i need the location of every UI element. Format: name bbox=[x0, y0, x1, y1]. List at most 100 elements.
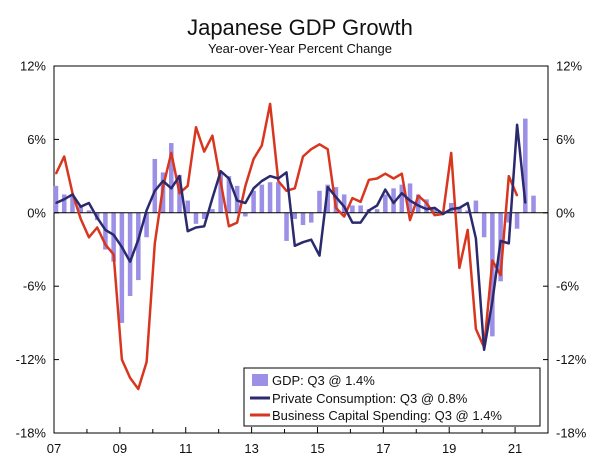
consumption-point bbox=[508, 242, 510, 245]
capex-point bbox=[178, 192, 181, 195]
x-tick-label: 15 bbox=[310, 441, 324, 456]
consumption-point bbox=[71, 193, 74, 196]
gdp-bar bbox=[399, 184, 405, 213]
legend: GDP: Q3 @ 1.4% Private Consumption: Q3 @… bbox=[243, 367, 541, 427]
consumption-point bbox=[376, 204, 378, 207]
consumption-point bbox=[154, 189, 156, 192]
capex-point bbox=[55, 172, 57, 175]
consumption-point bbox=[129, 260, 131, 263]
capex-point bbox=[261, 144, 263, 147]
consumption-point bbox=[88, 202, 90, 204]
gdp-bar bbox=[267, 182, 273, 213]
gdp-bar bbox=[374, 209, 380, 213]
gdp-bar bbox=[86, 210, 92, 213]
consumption-point bbox=[178, 175, 181, 177]
gdp-bar bbox=[185, 200, 190, 213]
gdp-bar bbox=[136, 212, 141, 281]
gdp-bar bbox=[119, 212, 125, 323]
gdp-bar bbox=[251, 190, 256, 213]
legend-box bbox=[243, 367, 541, 427]
gdp-bar bbox=[218, 173, 223, 213]
consumption-point bbox=[228, 177, 230, 180]
consumption-point bbox=[195, 226, 197, 229]
consumption-point bbox=[524, 202, 527, 204]
x-axis: 07 09 11 13 15 17 19 21 bbox=[47, 427, 522, 456]
capex-point bbox=[310, 148, 313, 150]
consumption-point bbox=[261, 180, 263, 182]
consumption-point bbox=[442, 213, 444, 215]
capex-point bbox=[318, 143, 321, 146]
gdp-bar bbox=[53, 185, 59, 213]
capex-point bbox=[466, 229, 469, 231]
consumption-point bbox=[326, 186, 329, 188]
gdp-bar bbox=[432, 207, 437, 213]
consumption-point bbox=[458, 207, 461, 209]
consumption-point bbox=[516, 123, 518, 126]
gdp-bar bbox=[465, 210, 470, 213]
gdp-bar bbox=[300, 212, 306, 226]
gdp-bar bbox=[391, 188, 396, 213]
consumption-line bbox=[55, 123, 527, 352]
gdp-bar bbox=[514, 212, 520, 229]
capex-point bbox=[392, 177, 395, 180]
consumption-point bbox=[104, 229, 107, 231]
capex-point bbox=[417, 194, 420, 197]
capex-point bbox=[88, 236, 90, 239]
consumption-point bbox=[211, 197, 214, 199]
gdp-bar bbox=[481, 212, 487, 238]
gdp-bar bbox=[407, 183, 413, 213]
gdp-bar bbox=[169, 143, 174, 213]
y-tick-label-left: -18% bbox=[16, 426, 47, 441]
capex-point bbox=[121, 358, 123, 361]
x-tick-label: 17 bbox=[376, 441, 390, 456]
consumption-point bbox=[252, 187, 255, 190]
capex-point bbox=[351, 197, 354, 199]
gdp-bar bbox=[358, 205, 363, 213]
legend-label-consumption: Private Consumption: Q3 @ 0.8% bbox=[272, 391, 468, 406]
y-axis-left: 12% 6% 0% -6% -12% -18% bbox=[16, 59, 59, 441]
consumption-point bbox=[302, 241, 304, 243]
capex-point bbox=[96, 226, 98, 229]
consumption-point bbox=[409, 199, 411, 202]
chart-subtitle: Year-over-Year Percent Change bbox=[208, 41, 392, 56]
legend-label-gdp: GDP: Q3 @ 1.4% bbox=[272, 373, 375, 388]
consumption-point bbox=[401, 192, 403, 195]
consumption-point bbox=[466, 202, 469, 204]
consumption-point bbox=[79, 205, 82, 208]
consumption-point bbox=[145, 209, 148, 212]
capex-point bbox=[376, 177, 378, 180]
gdp-bar bbox=[152, 158, 158, 213]
y-tick-label-right: 0% bbox=[556, 205, 575, 220]
consumption-point bbox=[351, 221, 354, 224]
gdp-bar bbox=[70, 195, 75, 213]
gdp-bar bbox=[473, 200, 479, 213]
y-tick-label-left: -12% bbox=[16, 352, 47, 367]
gdp-bar bbox=[78, 205, 83, 213]
consumption-point bbox=[343, 205, 345, 208]
consumption-point bbox=[384, 188, 387, 191]
capex-point bbox=[302, 155, 304, 158]
gdp-bar bbox=[490, 212, 495, 337]
x-tick-label: 09 bbox=[113, 441, 127, 456]
gdp-bar bbox=[531, 195, 536, 213]
capex-point bbox=[170, 152, 173, 154]
chart-title: Japanese GDP Growth bbox=[187, 15, 413, 40]
capex-point bbox=[425, 202, 428, 204]
y-tick-label-left: -6% bbox=[23, 279, 47, 294]
gdp-bar bbox=[127, 212, 133, 296]
capex-point bbox=[211, 134, 214, 137]
consumption-point bbox=[310, 238, 313, 241]
capex-point bbox=[269, 103, 271, 105]
capex-point bbox=[219, 181, 222, 184]
consumption-point bbox=[450, 208, 453, 210]
y-tick-label-right: 6% bbox=[556, 132, 575, 147]
gdp-bar bbox=[259, 184, 265, 213]
gdp-bar bbox=[457, 207, 462, 213]
gdp-bar bbox=[341, 194, 347, 213]
capex-point bbox=[326, 148, 329, 150]
consumption-point bbox=[244, 202, 247, 204]
capex-point bbox=[433, 214, 436, 217]
consumption-point bbox=[63, 198, 66, 201]
consumption-point bbox=[483, 349, 485, 351]
